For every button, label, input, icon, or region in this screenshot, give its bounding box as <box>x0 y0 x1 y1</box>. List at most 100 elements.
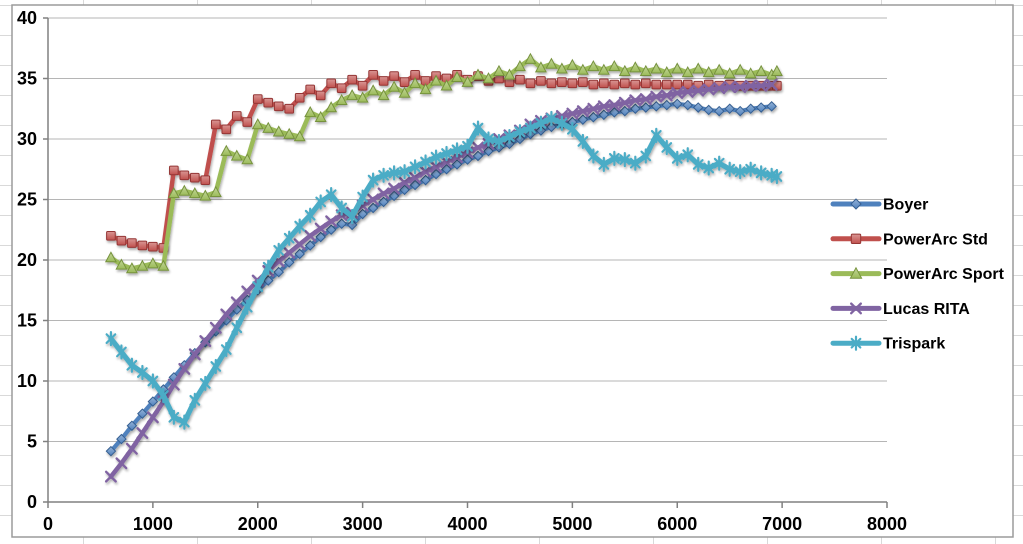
series-lucas-rita[interactable] <box>104 78 778 483</box>
star-marker <box>472 120 484 136</box>
star-marker <box>346 208 358 225</box>
star-marker <box>409 159 421 175</box>
diamond-marker <box>671 98 683 110</box>
y-tick-label: 15 <box>17 311 37 331</box>
star-marker <box>525 120 536 136</box>
star-marker <box>441 145 452 162</box>
star-marker <box>199 375 211 392</box>
triangle-marker <box>713 63 726 75</box>
square-marker <box>630 79 641 90</box>
chart-legend[interactable]: Boyer PowerArc Std PowerArc Sport Lucas RIT… <box>830 197 1005 353</box>
legend-item-trispark[interactable]: Trispark <box>830 335 945 353</box>
triangle-marker <box>157 259 170 271</box>
star-marker <box>535 115 547 131</box>
star-marker <box>378 167 389 183</box>
triangle-marker <box>230 149 243 161</box>
triangle-marker <box>492 64 505 76</box>
square-marker <box>179 170 190 181</box>
x-tick-label: 0 <box>43 514 53 534</box>
square-marker <box>672 79 683 90</box>
diamond-marker <box>346 219 358 231</box>
square-marker <box>609 79 620 90</box>
diamond-marker <box>483 145 494 157</box>
legend-item-lucas-rita[interactable]: Lucas RITA <box>830 301 970 318</box>
series-powerarc-sport[interactable] <box>104 52 783 274</box>
diamond-marker <box>105 445 117 457</box>
square-marker <box>682 79 693 90</box>
x-marker <box>671 87 684 100</box>
diamond-marker <box>137 408 148 419</box>
square-marker <box>399 77 410 87</box>
triangle-marker <box>220 144 233 156</box>
legend-label[interactable]: PowerArc Sport <box>883 266 1005 283</box>
x-marker <box>765 78 778 91</box>
star-marker <box>462 138 473 154</box>
series-trispark[interactable] <box>105 110 783 430</box>
square-marker <box>850 233 862 245</box>
star-marker <box>640 148 652 164</box>
diamond-marker <box>577 114 589 125</box>
diamond-marker <box>640 102 652 113</box>
square-marker <box>273 101 284 112</box>
chart-frame-border[interactable] <box>11 4 1014 538</box>
x-marker <box>367 193 380 206</box>
star-marker <box>671 150 683 166</box>
star-marker <box>336 200 348 216</box>
star-marker <box>850 335 862 351</box>
star-marker <box>210 358 222 375</box>
legend-label[interactable]: Boyer <box>883 197 928 214</box>
square-marker <box>557 77 567 87</box>
x-marker <box>755 79 768 92</box>
legend-item-powerarc-sport[interactable]: PowerArc Sport <box>830 266 1005 283</box>
triangle-marker <box>681 66 694 78</box>
legend-label[interactable]: Trispark <box>883 336 945 353</box>
triangle-marker <box>272 125 285 137</box>
triangle-marker <box>430 74 443 86</box>
diamond-marker <box>609 107 620 118</box>
star-marker <box>514 124 526 140</box>
x-marker <box>188 348 201 361</box>
triangle-marker <box>671 62 684 74</box>
triangle-marker <box>314 110 327 122</box>
x-marker <box>115 457 128 470</box>
star-marker <box>304 207 316 223</box>
triangle-marker <box>188 187 201 199</box>
legend-item-boyer[interactable]: Boyer <box>830 197 928 214</box>
triangle-marker <box>346 89 359 101</box>
square-marker <box>148 241 158 252</box>
x-tick-label: 2000 <box>238 514 278 534</box>
legend-item-powerarc-std[interactable]: PowerArc Std <box>830 231 988 248</box>
square-marker <box>221 124 232 135</box>
series-line[interactable] <box>108 82 774 479</box>
diamond-marker <box>357 208 368 220</box>
x-tick-label: 8000 <box>867 514 907 534</box>
diamond-marker <box>734 105 746 117</box>
triangle-marker <box>293 130 306 142</box>
triangle-marker <box>136 259 149 271</box>
diamond-marker <box>388 190 400 202</box>
triangle-marker <box>608 60 621 72</box>
legend-label[interactable]: Lucas RITA <box>883 301 970 318</box>
square-marker <box>294 93 305 103</box>
triangle-marker <box>639 64 652 76</box>
x-marker <box>325 215 338 228</box>
diamond-marker <box>472 150 484 162</box>
triangle-marker <box>734 63 747 75</box>
square-marker <box>200 175 211 185</box>
x-marker <box>136 427 149 440</box>
triangle-marker <box>409 76 422 89</box>
triangle-marker <box>146 257 159 269</box>
diamond-marker <box>378 196 389 208</box>
square-marker <box>106 230 116 241</box>
x-marker <box>178 362 191 375</box>
star-marker <box>587 148 599 164</box>
square-marker <box>640 78 651 89</box>
legend-label[interactable]: PowerArc Std <box>883 231 988 248</box>
square-marker <box>515 74 525 85</box>
triangle-marker <box>723 67 736 79</box>
x-marker <box>398 176 411 189</box>
x-marker <box>209 321 222 334</box>
chart-object[interactable] <box>11 4 1014 538</box>
star-marker <box>220 341 232 358</box>
y-tick-label: 10 <box>17 371 37 391</box>
